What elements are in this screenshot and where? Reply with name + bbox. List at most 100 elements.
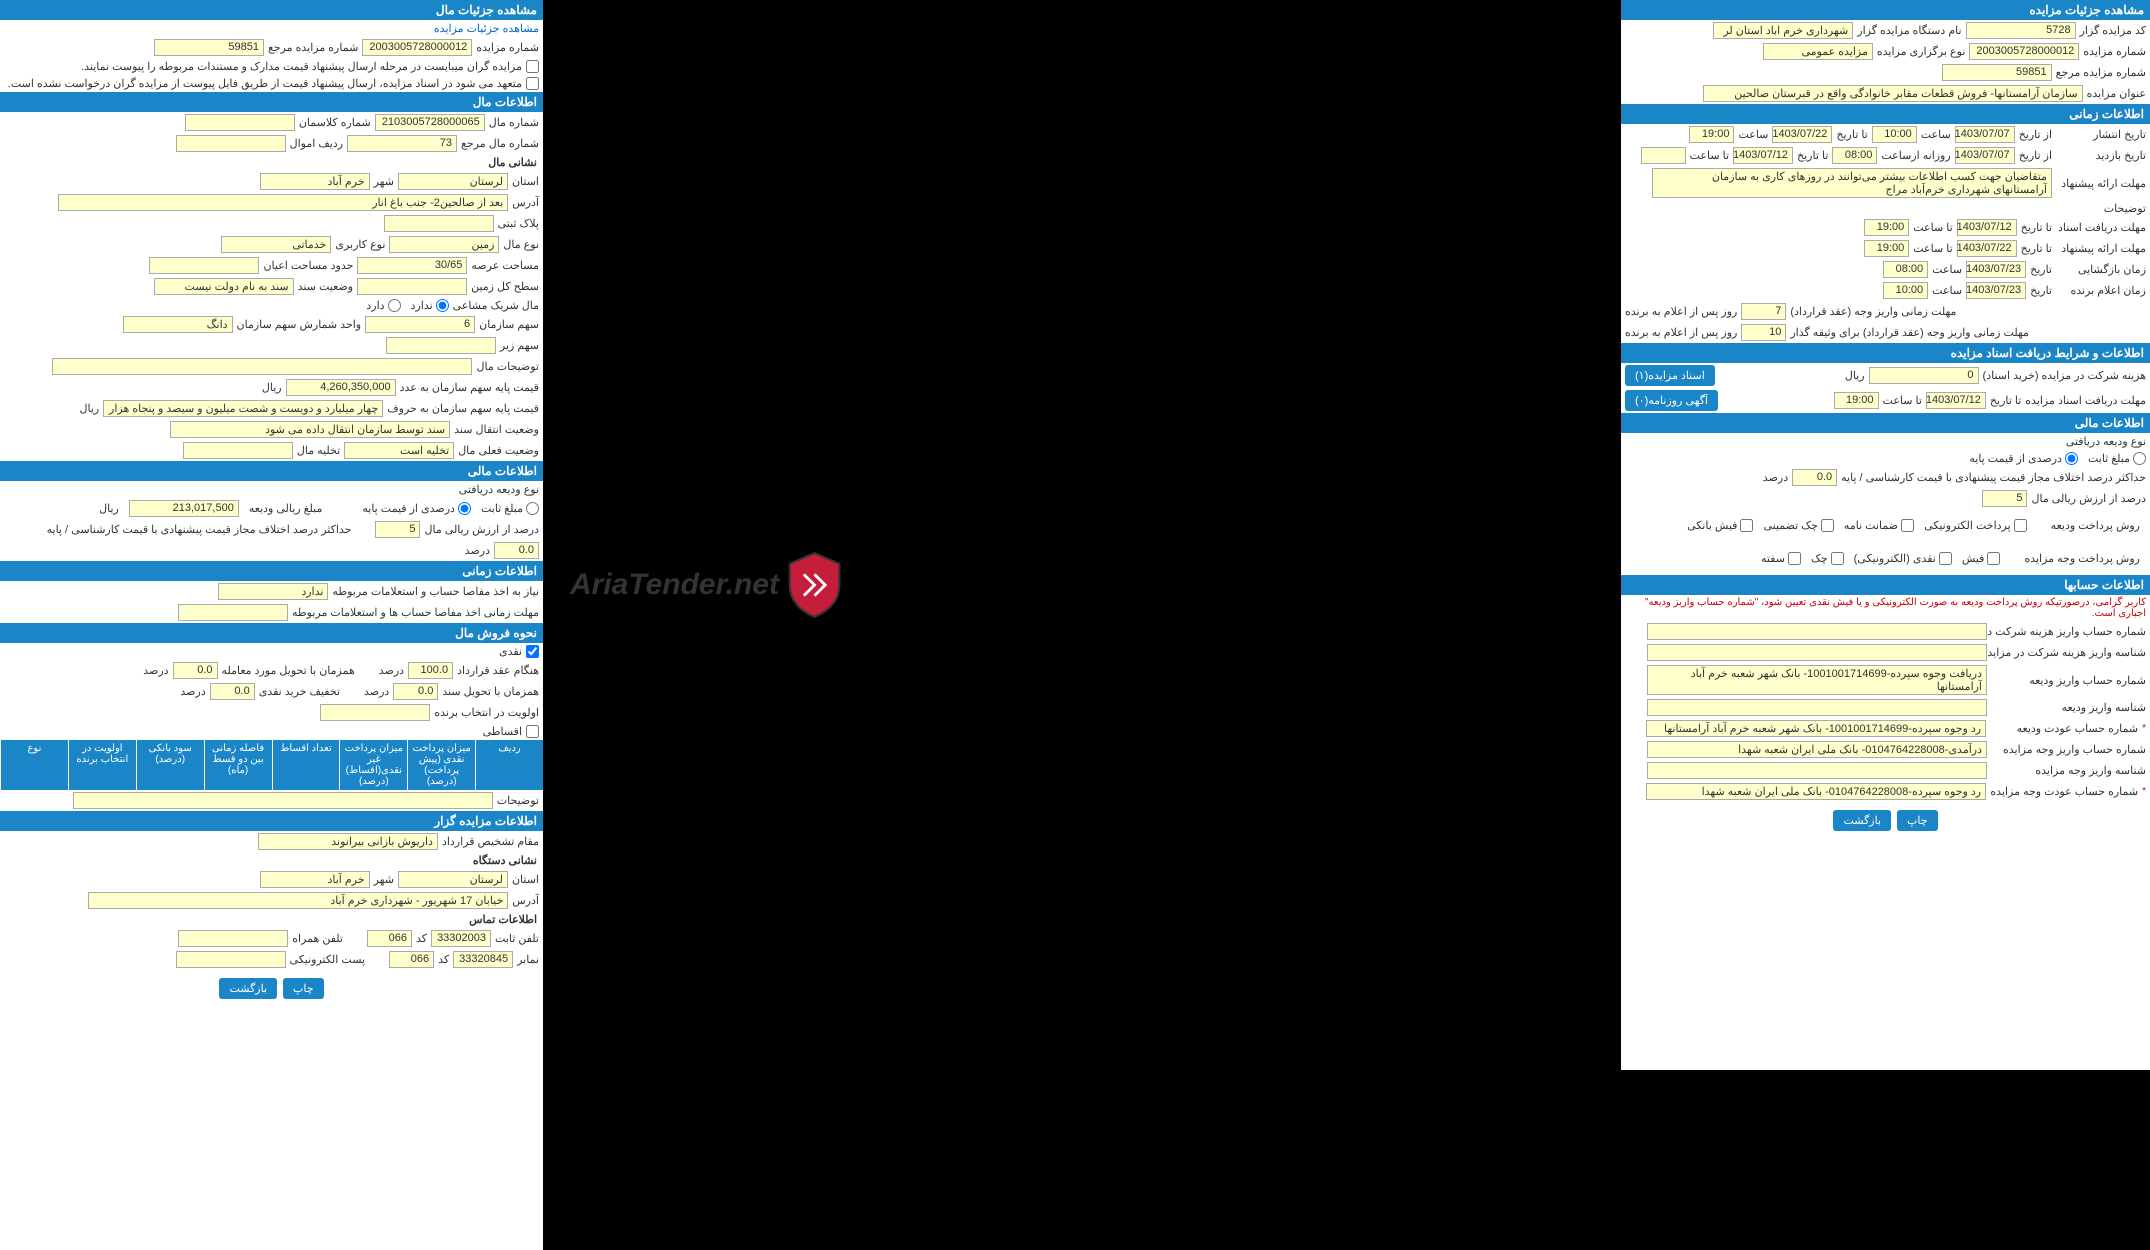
row-publish-date: تاریخ انتشار از تاریخ 1403/07/07 ساعت 10…: [1621, 124, 2150, 145]
check-bank-slip[interactable]: [1740, 519, 1753, 532]
check-guarantee[interactable]: [1901, 519, 1914, 532]
field-visit-from-time: 08:00: [1832, 147, 1877, 164]
check-installment[interactable]: [526, 725, 539, 738]
row-deadline2: مهلت زمانی واریز وجه (عقد قرارداد) برای …: [1621, 322, 2150, 343]
field-doc-deadline2: 1403/07/12: [1926, 392, 1986, 409]
field-account-2: دریافت وجوه سپرده-1001001714699- بانک شه…: [1647, 665, 1987, 695]
label-opening: زمان بازگشایی: [2056, 263, 2146, 276]
field-account-1: [1647, 644, 1987, 661]
field-org-province: لرستان: [398, 871, 508, 888]
field-org-city: خرم آباد: [260, 871, 370, 888]
print-button-right[interactable]: چاپ: [1897, 810, 1938, 831]
label-ref-number: شماره مزایده مرجع: [2056, 66, 2146, 79]
print-button-left[interactable]: چاپ: [283, 978, 324, 999]
radio-fixed[interactable]: [2133, 452, 2146, 465]
row-ref-number: شماره مزایده مرجع 59851: [1621, 62, 2150, 83]
field-org-address: خیابان 17 شهریور - شهرداری خرم آباد: [88, 892, 508, 909]
label-deadline2: مهلت زمانی واریز وجه (عقد قرارداد) برای …: [1790, 326, 2029, 339]
newspaper-ad-button[interactable]: آگهی روزنامه(۰): [1625, 390, 1718, 411]
label-winner: زمان اعلام برنده: [2056, 284, 2146, 297]
field-ref-number: 59851: [1942, 64, 2052, 81]
section-organizer-header: اطلاعات مزایده گزار: [0, 811, 543, 831]
field-asset-ref: 73: [347, 135, 457, 152]
field-account-5: درآمدی-0104764228008- بانک ملی ایران شعب…: [1647, 741, 1987, 758]
row-asset-auction-num: شماره مزایده 2003005728000012 شماره مزای…: [0, 37, 543, 58]
field-clearance: ندارد: [218, 583, 328, 600]
check-electronic[interactable]: [2014, 519, 2027, 532]
radio-percent[interactable]: [2065, 452, 2078, 465]
field-transfer-status: سند توسط سازمان انتقال داده می شود: [170, 421, 450, 438]
label-deposit-payment: روش پرداخت ودیعه: [2051, 519, 2140, 532]
field-publish-to: 1403/07/22: [1772, 126, 1832, 143]
label-org-name: نام دستگاه مزایده گزار: [1857, 24, 1961, 37]
check-note2[interactable]: [526, 77, 539, 90]
field-deadline2: 10: [1741, 324, 1786, 341]
row-proposal-deadline: مهلت ارائه پیشنهاد تا تاریخ 1403/07/22 ت…: [1621, 238, 2150, 259]
check-note1[interactable]: [526, 60, 539, 73]
radio-has-partner[interactable]: [388, 299, 401, 312]
subsection-contact: اطلاعات تماس: [0, 911, 543, 928]
check-cash[interactable]: [1939, 552, 1952, 565]
check-promissory[interactable]: [1788, 552, 1801, 565]
field-asset-type: زمین: [389, 236, 499, 253]
check-fish[interactable]: [1987, 552, 2000, 565]
field-contract-authority: داریوش بازانی بیرانوند: [258, 833, 438, 850]
view-auction-link[interactable]: مشاهده جزئیات مزایده: [434, 22, 539, 35]
row-opening: زمان بازگشایی تاریخ 1403/07/23 ساعت 08:0…: [1621, 259, 2150, 280]
check-cheque[interactable]: [1821, 519, 1834, 532]
watermark-text: AriaTender.net: [570, 568, 779, 602]
field-cost: 0: [1869, 367, 1979, 384]
radio-fixed2[interactable]: [526, 502, 539, 515]
field-opening-time: 08:00: [1883, 261, 1928, 278]
row-proposal-note: مهلت ارائه پیشنهاد متقاضیان جهت کسب اطلا…: [1621, 166, 2150, 200]
back-button-left[interactable]: بازگشت: [219, 978, 277, 999]
radio-no-partner[interactable]: [436, 299, 449, 312]
field-doc-deadline2-time: 19:00: [1834, 392, 1879, 409]
field-total-area: [357, 278, 467, 295]
field-account-0: [1647, 623, 1987, 640]
row-riyal-percent: درصد از ارزش ریالی مال 5: [1621, 488, 2150, 509]
field-deposit-amount: 213,017,500: [129, 500, 239, 517]
section-time-info-header: اطلاعات زمانی: [1621, 104, 2150, 124]
auction-docs-button[interactable]: اسناد مزایده(۱): [1625, 365, 1715, 386]
row-deposit-type: نوع ودیعه دریافتی: [1621, 433, 2150, 450]
field-winner-time: 10:00: [1883, 282, 1928, 299]
label-visit-date: تاریخ بازدید: [2056, 149, 2146, 162]
check-cheque2[interactable]: [1831, 552, 1844, 565]
field-deadline1: 7: [1741, 303, 1786, 320]
field-asset-ref-num: 59851: [154, 39, 264, 56]
subsection-address: نشانی مال: [0, 154, 543, 171]
field-proposal-note: متقاضیان جهت کسب اطلاعات بیشتر می‌توانند…: [1652, 168, 2052, 198]
field-doc-delivery-pct: 0.0: [393, 683, 438, 700]
field-opening: 1403/07/23: [1966, 261, 2026, 278]
field-proposal-deadline: 1403/07/22: [1957, 240, 2017, 257]
label-proposal: مهلت ارائه پیشنهاد: [2056, 177, 2146, 190]
label-cost: هزینه شرکت در مزایده (خرید اسناد): [1983, 369, 2146, 382]
field-base-price-text: چهار میلیارد و دویست و شصت میلیون و سیصد…: [103, 400, 383, 417]
label-deposit-type: نوع ودیعه دریافتی: [2066, 435, 2146, 448]
field-asset-number: 2103005728000065: [375, 114, 485, 131]
label-auction-type: نوع برگزاری مزایده: [1877, 45, 1965, 58]
label-fee-payment: روش پرداخت وجه مزایده: [2024, 552, 2140, 565]
row-auction-number: شماره مزایده 2003005728000012 نوع برگزار…: [1621, 41, 2150, 62]
field-province: لرستان: [398, 173, 508, 190]
field-riyal-percent2: 5: [375, 521, 420, 538]
field-classman: [185, 114, 295, 131]
field-city: خرم آباد: [260, 173, 370, 190]
field-publish-to-time: 19:00: [1689, 126, 1734, 143]
action-row-left: چاپ بازگشت: [0, 970, 543, 1007]
field-publish-from: 1403/07/07: [1955, 126, 2015, 143]
section-doc-conditions-header: اطلاعات و شرایط دریافت اسناد مزایده: [1621, 343, 2150, 363]
field-publish-from-time: 10:00: [1872, 126, 1917, 143]
radio-percent2[interactable]: [458, 502, 471, 515]
row-auction-code: کد مزایده گزار 5728 نام دستگاه مزایده گز…: [1621, 20, 2150, 41]
back-button-right[interactable]: بازگشت: [1833, 810, 1891, 831]
field-asset-notes: [52, 358, 472, 375]
check-cash-sale[interactable]: [526, 645, 539, 658]
section-asset-info-header: اطلاعات مال: [0, 92, 543, 112]
label-deadline1: مهلت زمانی واریز وجه (عقد قرارداد): [1790, 305, 1956, 318]
label-to: تا تاریخ: [1836, 128, 1867, 141]
field-building-area: [149, 257, 259, 274]
row-notes: توضیحات: [1621, 200, 2150, 217]
action-row-right: چاپ بازگشت: [1621, 802, 2150, 839]
